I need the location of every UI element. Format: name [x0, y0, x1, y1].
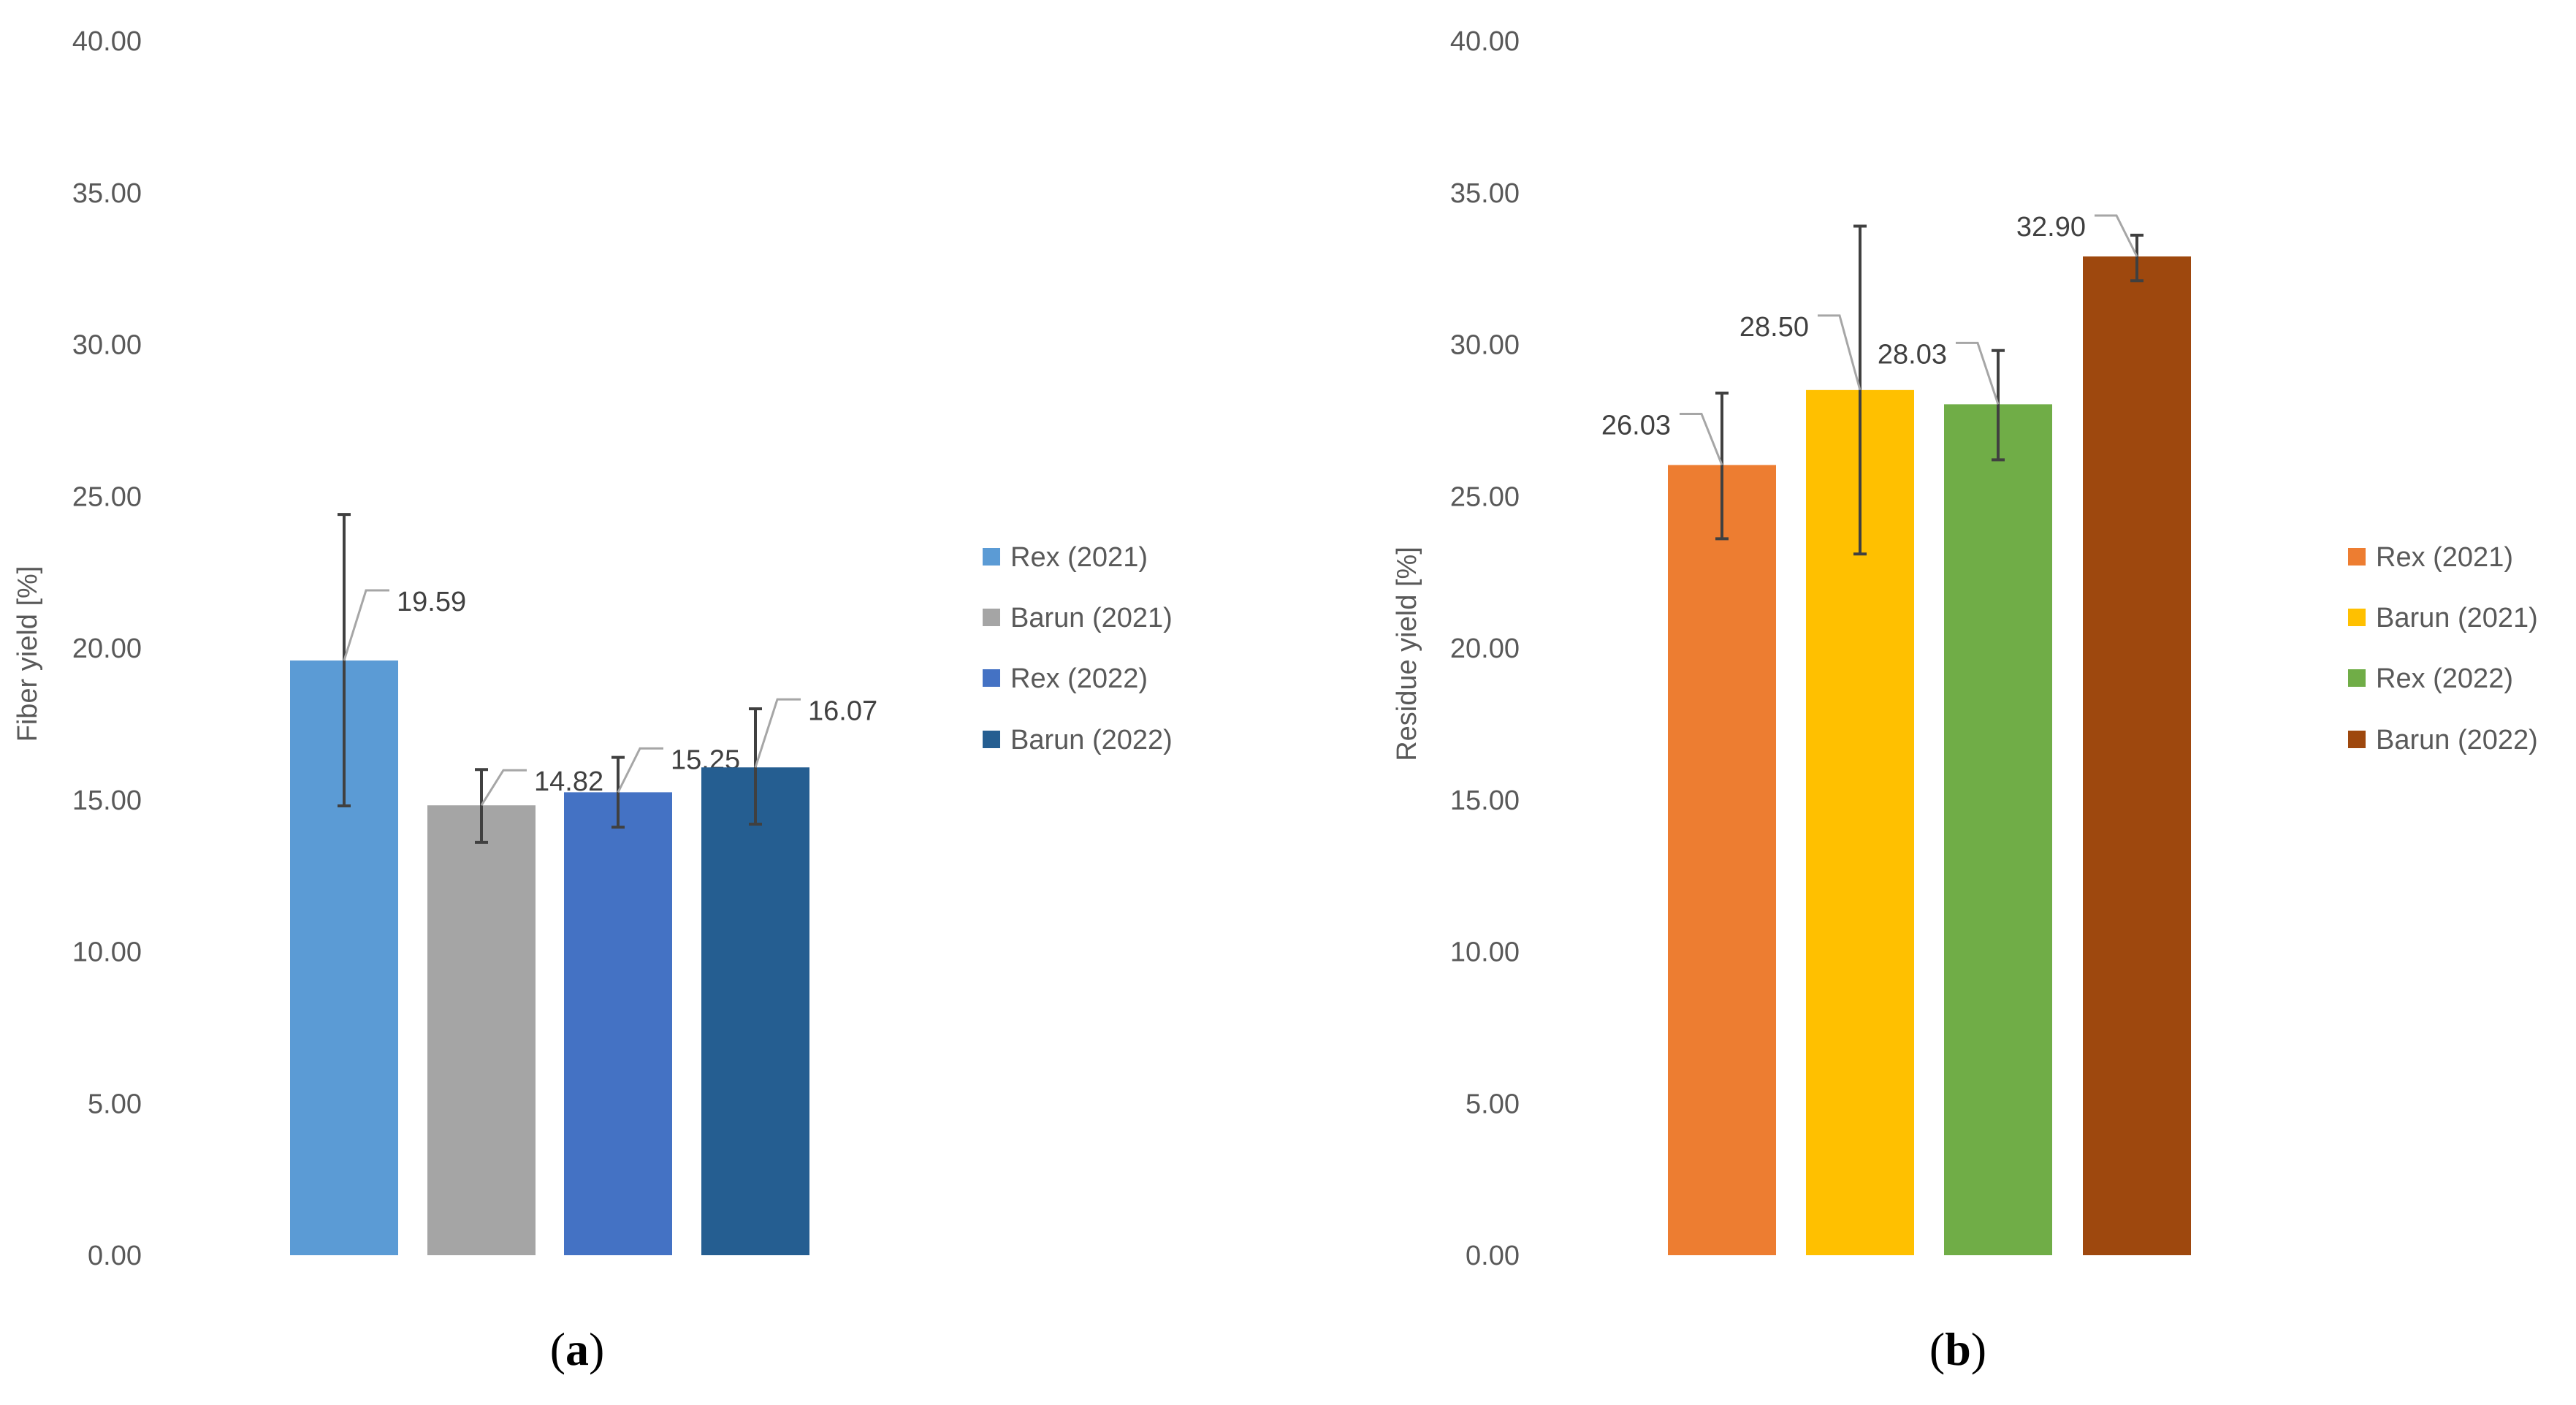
panel-b-data-label: 28.50: [1739, 312, 1809, 343]
panel-b-y-tick-label: 35.00: [1450, 178, 1520, 209]
panel-b-y-tick-label: 25.00: [1450, 481, 1520, 512]
panel-a-y-tick-label: 10.00: [72, 937, 142, 968]
panel-b-label-leader: [2095, 214, 2138, 257]
panel-a-y-tick-label: 5.00: [88, 1089, 142, 1119]
panel-a-y-tick-label: 0.00: [88, 1241, 142, 1271]
panel-b-bar: [1944, 404, 2052, 1255]
panel-a-bar: [701, 767, 809, 1255]
panel-a-caption: (a): [550, 1323, 605, 1375]
panel-a-legend-swatch: [983, 609, 1000, 626]
panel-a-legend-label: Barun (2021): [1010, 603, 1173, 633]
panel-b-legend-label: Barun (2021): [2376, 603, 2538, 633]
panel-b-y-tick-label: 5.00: [1466, 1089, 1520, 1119]
panel-b-label-leader: [1956, 341, 2000, 405]
panel-b-legend-swatch: [2348, 669, 2366, 687]
panel-b-label-leader: [1680, 412, 1723, 466]
panel-b-y-tick-label: 30.00: [1450, 330, 1520, 361]
panel-a-label-leader: [617, 747, 663, 793]
panel-a-legend-label: Barun (2022): [1010, 725, 1173, 755]
panel-a-bar: [564, 792, 672, 1255]
panel-b-y-tick-label: 20.00: [1450, 633, 1520, 664]
panel-b-label-leader: [1818, 314, 1861, 391]
panel-b-legend-swatch: [2348, 609, 2366, 626]
panel-b-y-tick-label: 15.00: [1450, 785, 1520, 816]
panel-a-legend-swatch: [983, 731, 1000, 748]
panel-b-legend-swatch: [2348, 548, 2366, 566]
panel-a-y-tick-label: 35.00: [72, 178, 142, 209]
panel-b-caption: (b): [1929, 1323, 1986, 1375]
panel-a-legend-swatch: [983, 669, 1000, 687]
panel-b-bar: [2083, 256, 2191, 1255]
panel-a-y-axis-title: Fiber yield [%]: [12, 566, 43, 742]
panel-a-bar: [427, 805, 536, 1255]
panel-b-legend-label: Barun (2022): [2376, 725, 2538, 755]
panel-a-legend-label: Rex (2022): [1010, 663, 1148, 694]
panel-b-bar: [1668, 465, 1776, 1255]
panel-b-data-label: 26.03: [1601, 410, 1671, 441]
panel-a-label-leader: [754, 698, 801, 768]
panel-a-y-tick-label: 20.00: [72, 633, 142, 664]
panel-b-chart: 0.00 5.00 10.00 15.00 20.00 25.00 30.00 35.00 40…: [1392, 26, 2538, 1375]
panel-b-data-label: 32.90: [2016, 212, 2086, 243]
panel-a-label-leader: [480, 769, 527, 807]
panel-a-chart: 0.00 5.00 10.00 15.00 20.00 25.00 30.00 35.00 40…: [12, 26, 1173, 1375]
panel-b-data-label: 28.03: [1878, 339, 1947, 370]
panel-a-y-tick-label: 25.00: [72, 481, 142, 512]
panel-b-y-axis-title: Residue yield [%]: [1392, 547, 1422, 761]
panel-b-legend-label: Rex (2022): [2376, 663, 2513, 694]
panel-a-data-label: 16.07: [808, 696, 877, 726]
panel-b-legend-label: Rex (2021): [2376, 542, 2513, 573]
panel-a-legend-label: Rex (2021): [1010, 542, 1148, 573]
panel-b-y-tick-label: 0.00: [1466, 1241, 1520, 1271]
panel-b-y-tick-label: 40.00: [1450, 26, 1520, 57]
panel-a-y-tick-label: 15.00: [72, 785, 142, 816]
panel-b-y-tick-label: 10.00: [1450, 937, 1520, 968]
panel-a-y-tick-label: 40.00: [72, 26, 142, 57]
panel-b-legend-swatch: [2348, 731, 2366, 748]
panel-a-data-label: 19.59: [397, 587, 466, 617]
panel-a-y-tick-label: 30.00: [72, 330, 142, 361]
panel-a-legend-swatch: [983, 548, 1000, 566]
panel-a-label-leader: [343, 589, 389, 661]
panel-a-data-label: 14.82: [534, 766, 603, 797]
